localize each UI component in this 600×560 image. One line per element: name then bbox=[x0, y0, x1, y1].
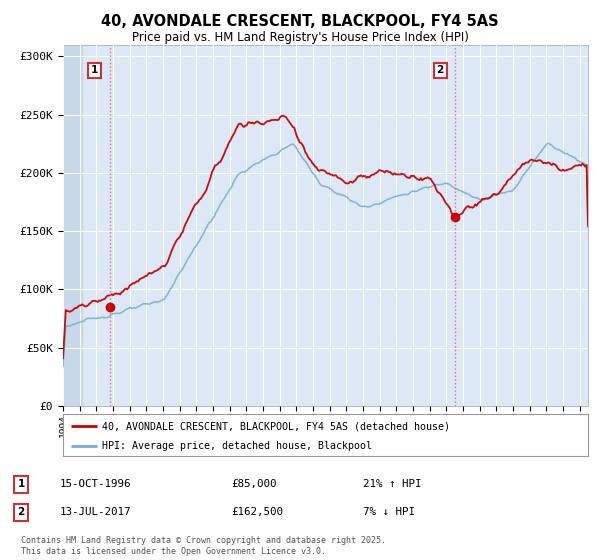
Text: 2: 2 bbox=[437, 66, 444, 76]
Text: 2: 2 bbox=[17, 507, 25, 517]
Text: 13-JUL-2017: 13-JUL-2017 bbox=[60, 507, 131, 517]
Text: £85,000: £85,000 bbox=[231, 479, 277, 489]
Text: 40, AVONDALE CRESCENT, BLACKPOOL, FY4 5AS: 40, AVONDALE CRESCENT, BLACKPOOL, FY4 5A… bbox=[101, 14, 499, 29]
Text: HPI: Average price, detached house, Blackpool: HPI: Average price, detached house, Blac… bbox=[103, 441, 373, 451]
Text: 1: 1 bbox=[91, 66, 98, 76]
Text: 15-OCT-1996: 15-OCT-1996 bbox=[60, 479, 131, 489]
Text: 7% ↓ HPI: 7% ↓ HPI bbox=[363, 507, 415, 517]
Text: Price paid vs. HM Land Registry's House Price Index (HPI): Price paid vs. HM Land Registry's House … bbox=[131, 31, 469, 44]
Bar bbox=[63, 45, 83, 406]
Text: 40, AVONDALE CRESCENT, BLACKPOOL, FY4 5AS (detached house): 40, AVONDALE CRESCENT, BLACKPOOL, FY4 5A… bbox=[103, 421, 451, 431]
Text: 21% ↑ HPI: 21% ↑ HPI bbox=[363, 479, 421, 489]
Text: 1: 1 bbox=[17, 479, 25, 489]
Text: Contains HM Land Registry data © Crown copyright and database right 2025.
This d: Contains HM Land Registry data © Crown c… bbox=[21, 536, 386, 556]
Text: £162,500: £162,500 bbox=[231, 507, 283, 517]
